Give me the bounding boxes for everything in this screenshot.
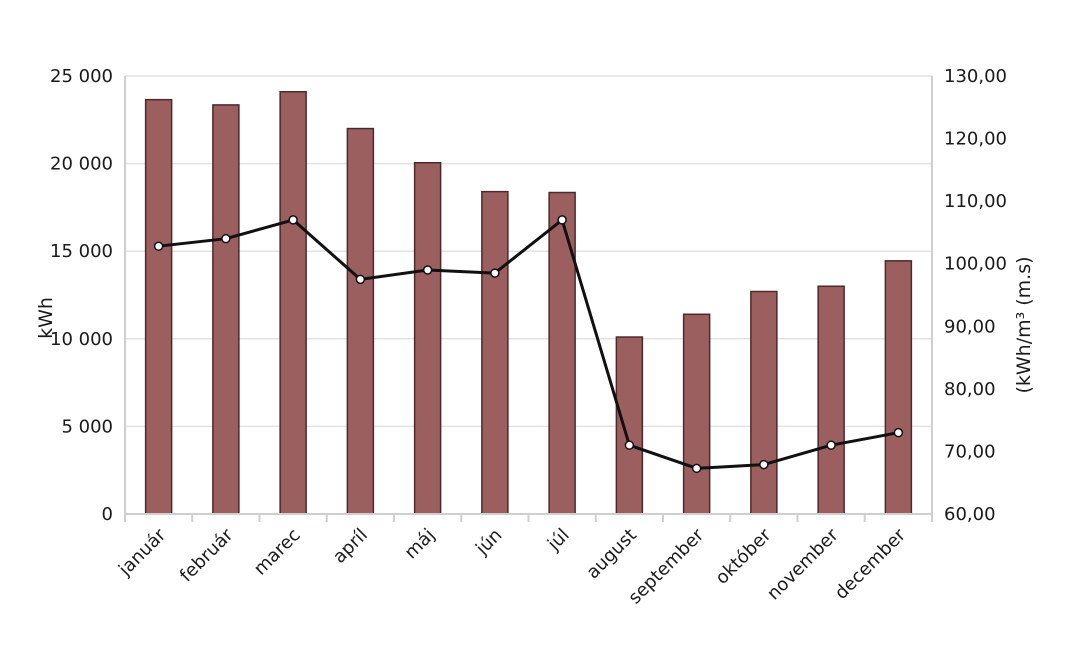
line-point-máj [422, 265, 433, 275]
line-point-marec [288, 215, 298, 225]
y-tick-left-0: 0 [102, 504, 113, 525]
bar-január [144, 98, 173, 515]
bar-október [750, 290, 778, 515]
bar-jún [481, 190, 509, 515]
y-tick-right-2: 80,00 [944, 379, 996, 400]
x-tick-label-5: jún [471, 525, 506, 560]
line-point-december [893, 427, 904, 438]
line-path [158, 218, 899, 470]
line-point-jún [490, 268, 500, 278]
x-tick-label-10: november [763, 524, 843, 604]
y-axis-title-left: kWh [35, 297, 57, 339]
line-point-február [221, 233, 231, 244]
x-tick-label-1: február [176, 524, 238, 586]
bar-november [817, 285, 845, 515]
x-tick-label-4: máj [401, 525, 440, 564]
bar-marec [279, 91, 307, 515]
bar-apríl [346, 127, 375, 515]
bar-series [144, 91, 913, 515]
y-tick-left-4: 20 000 [50, 154, 113, 175]
y-tick-left-1: 5 000 [61, 416, 113, 437]
x-tick-label-0: január [114, 524, 170, 580]
y-tick-right-4: 100,00 [944, 254, 1007, 275]
y-axis-title-right: (kWh/m³ (m.s) [1013, 256, 1035, 393]
bar-december [884, 260, 913, 515]
x-tick-label-9: október [711, 524, 775, 588]
bar-júl [548, 191, 576, 515]
x-tick-label-3: apríl [329, 525, 372, 568]
x-tick-label-7: august [582, 525, 640, 583]
y-tick-left-3: 15 000 [50, 241, 113, 262]
tick-labels: 0 5 000 10 000 15 000 20 000 25 000 60,00 70,00… [50, 66, 1007, 608]
line-series [153, 215, 904, 474]
grid-lines [125, 75, 932, 428]
line-point-apríl [355, 274, 366, 285]
line-point-november [826, 440, 836, 450]
x-tick-label-2: marec [250, 525, 305, 580]
bar-august [615, 336, 644, 515]
bar-máj [413, 161, 442, 515]
bar-september [682, 313, 711, 515]
y-tick-left-2: 10 000 [50, 329, 113, 350]
line-point-júl [557, 215, 567, 225]
line-point-august [624, 440, 635, 450]
y-tick-right-7: 130,00 [944, 66, 1007, 87]
y-tick-right-1: 70,00 [944, 441, 996, 462]
line-point-október [759, 459, 769, 470]
y-tick-right-0: 60,00 [944, 504, 996, 525]
x-tick-label-11: december [831, 524, 911, 604]
line-point-január [153, 241, 164, 251]
x-tick-label-6: júl [543, 525, 574, 556]
y-tick-left-5: 25 000 [50, 66, 113, 87]
axes [124, 76, 933, 522]
y-tick-right-6: 120,00 [944, 129, 1007, 150]
y-tick-right-3: 90,00 [944, 316, 996, 337]
bar-február [212, 104, 240, 515]
y-tick-right-5: 110,00 [944, 191, 1007, 212]
line-point-september [691, 463, 702, 474]
